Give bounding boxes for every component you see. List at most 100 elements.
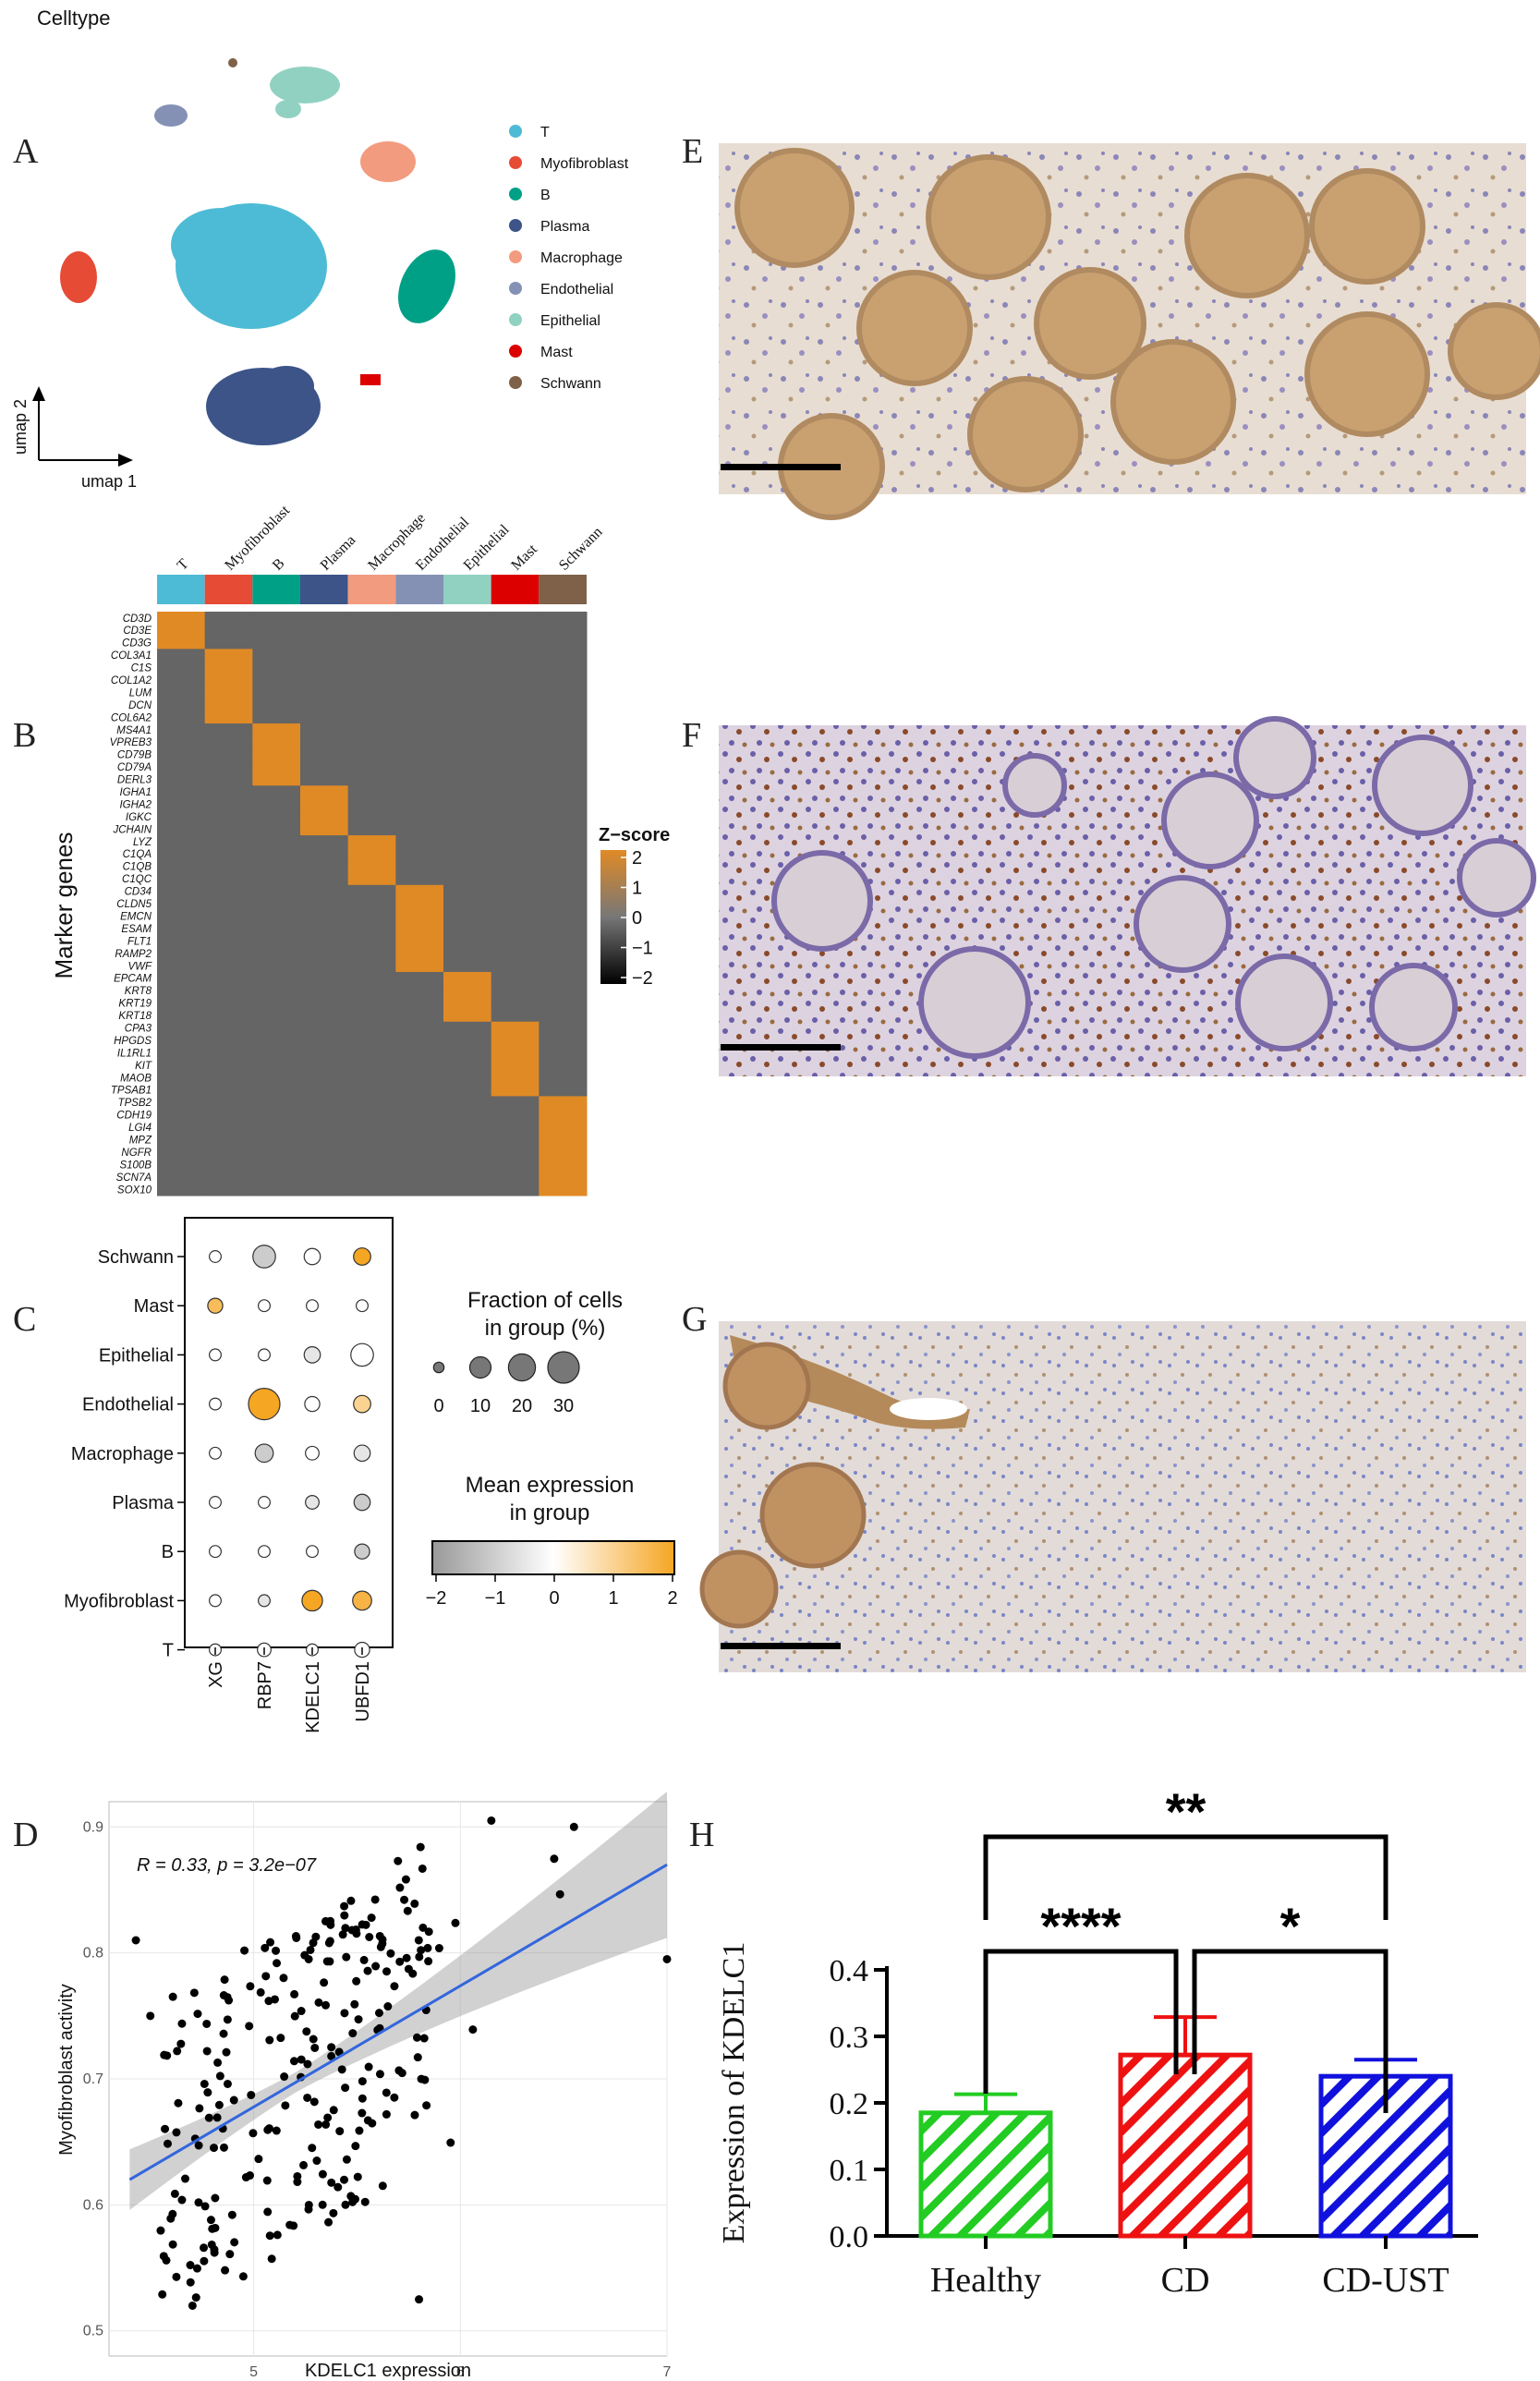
- heatmap-cell: [539, 996, 588, 1010]
- corr-point: [240, 1946, 249, 1955]
- heatmap-cell: [443, 723, 492, 736]
- corr-point: [324, 2217, 333, 2227]
- color-legend-tick-label-2: 0: [549, 1588, 559, 1609]
- zscore-legend-ticks: 2 1 0 −1 −2: [621, 848, 653, 989]
- umap-legend-label-7: Mast: [540, 345, 573, 360]
- corr-point: [417, 1946, 426, 1955]
- heatmap-cell: [491, 996, 540, 1010]
- corr-point: [418, 1923, 428, 1932]
- heatmap-cell: [252, 1021, 301, 1035]
- heatmap-cell: [300, 884, 349, 898]
- heatmap-cell: [395, 661, 444, 674]
- heatmap-cell: [491, 934, 540, 948]
- heatmap-cell: [300, 699, 349, 712]
- heatmap-cell: [395, 674, 444, 687]
- heatmap-cell: [204, 1046, 253, 1060]
- heatmap-cell: [157, 674, 206, 687]
- corr-point: [173, 2047, 182, 2056]
- heatmap-cell: [347, 922, 396, 936]
- heatmap-cell: [395, 810, 444, 824]
- heatmap-column-label-6: Epithelial: [461, 521, 513, 573]
- corr-ytick-label: 0.5: [83, 2324, 103, 2339]
- dotplot-dot: [353, 1444, 371, 1463]
- heatmap-cell: [252, 822, 301, 836]
- heatmap-cell: [347, 674, 396, 687]
- heatmap-cell: [347, 711, 396, 724]
- panel-letter-d: D: [13, 1816, 38, 1854]
- heatmap-cell: [395, 1158, 444, 1172]
- heatmap-cell: [539, 747, 588, 761]
- corr-point: [329, 2106, 338, 2115]
- heatmap-column-label-7: Mast: [508, 541, 540, 574]
- corr-point: [227, 2210, 236, 2219]
- corr-point: [363, 1966, 372, 1975]
- heatmap-cell: [157, 723, 206, 736]
- heatmap-cell: [395, 1021, 444, 1035]
- heatmap-cell: [204, 1133, 253, 1147]
- heatmap-cell: [300, 797, 349, 811]
- corr-point: [370, 1895, 380, 1904]
- heatmap-cell: [491, 1046, 540, 1060]
- heatmap-cell: [204, 747, 253, 761]
- heatmap-cell: [539, 872, 588, 886]
- corr-point: [221, 2266, 230, 2275]
- dotplot-dot: [252, 1245, 276, 1269]
- corr-point: [264, 1997, 273, 2006]
- cluster-myofibroblast: [60, 251, 97, 303]
- heatmap-cell: [395, 1083, 444, 1097]
- heatmap-gene-label-26: FLT1: [127, 936, 152, 947]
- corr-point: [378, 1939, 387, 1949]
- heatmap-cell: [347, 835, 396, 848]
- corr-point: [186, 2278, 195, 2287]
- heatmap-cell: [300, 1158, 349, 1172]
- corr-point: [434, 1944, 443, 1953]
- heatmap-cell: [539, 612, 588, 625]
- corr-point: [291, 1932, 300, 1941]
- heatmap-cell: [491, 872, 540, 886]
- heatmap-cell: [252, 1108, 301, 1122]
- heatmap-cell: [157, 1059, 206, 1073]
- heatmap-cell: [347, 1146, 396, 1160]
- corr-point: [177, 2019, 187, 2028]
- heatmap-cell: [204, 1121, 253, 1135]
- heatmap-cell: [443, 1046, 492, 1060]
- heatmap-cell: [157, 996, 206, 1010]
- heatmap-cell: [539, 1034, 588, 1048]
- significance-brackets: **** ***: [983, 1782, 1388, 2113]
- corr-point: [321, 2000, 331, 2010]
- heatmap-cell: [300, 612, 349, 625]
- dotplot-celltype-label-7: Myofibroblast: [64, 1591, 174, 1611]
- heatmap-cell: [204, 822, 253, 836]
- heatmap-cell: [539, 674, 588, 687]
- heatmap-cell: [300, 922, 349, 936]
- corr-point: [211, 2193, 220, 2203]
- heatmap-cell: [539, 1108, 588, 1122]
- heatmap-cell: [491, 1158, 540, 1172]
- corr-point: [358, 2108, 367, 2118]
- heatmap-cell: [252, 699, 301, 712]
- heatmap-cell: [539, 649, 588, 662]
- corr-point: [261, 1943, 270, 1952]
- heatmap-cell: [252, 1046, 301, 1060]
- heatmap-cell: [252, 835, 301, 848]
- heatmap-cell: [491, 649, 540, 662]
- umap-axes: umap 2 umap 1: [11, 386, 137, 491]
- corr-point: [264, 2124, 273, 2133]
- corr-point: [408, 1969, 418, 1978]
- heatmap-cell: [347, 884, 396, 898]
- heatmap-cell: [157, 1171, 206, 1184]
- heatmap-cell: [395, 735, 444, 749]
- corr-point: [323, 2113, 333, 2122]
- heatmap-gene-label-15: IGHA2: [119, 799, 152, 810]
- heatmap-cell: [204, 959, 253, 973]
- corr-point: [168, 2240, 177, 2249]
- heatmap-cell: [395, 686, 444, 699]
- corr-point: [314, 1998, 323, 2007]
- heatmap-column-annotation-3: [300, 575, 348, 604]
- heatmap-cell: [539, 624, 588, 638]
- corr-point: [160, 2050, 169, 2059]
- corr-point: [347, 1925, 357, 1935]
- heatmap-cell: [347, 649, 396, 662]
- heatmap-cell: [252, 922, 301, 936]
- heatmap-cell: [347, 1046, 396, 1060]
